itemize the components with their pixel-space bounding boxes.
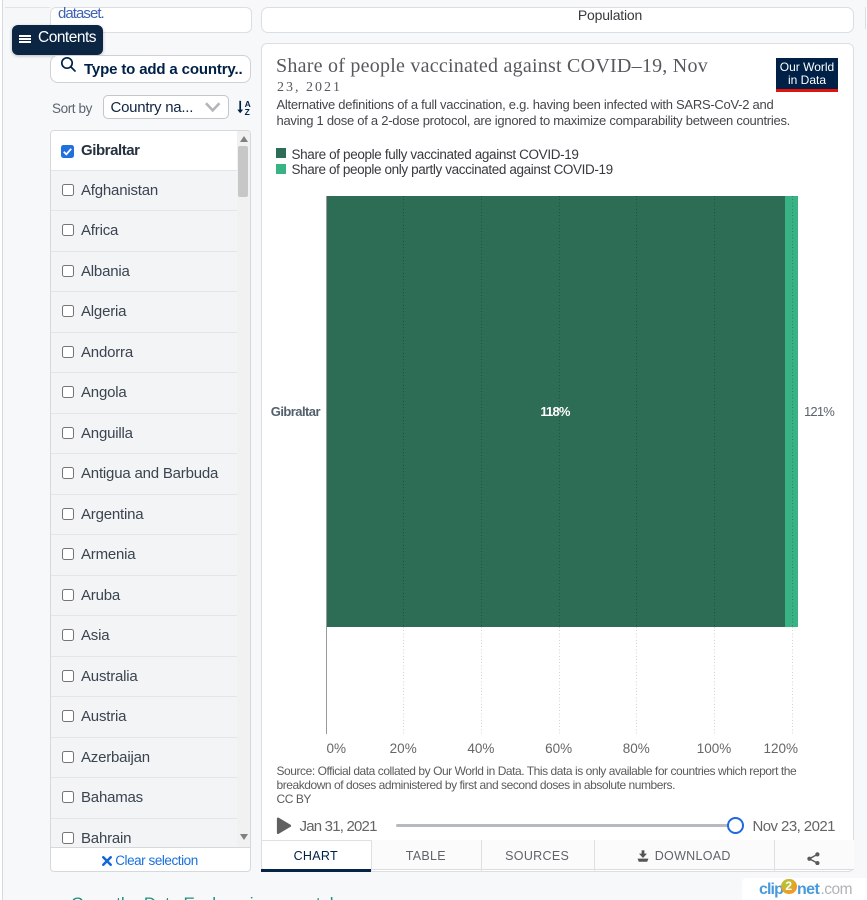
svg-text:A: A: [245, 99, 251, 109]
svg-text:Z: Z: [245, 107, 250, 116]
